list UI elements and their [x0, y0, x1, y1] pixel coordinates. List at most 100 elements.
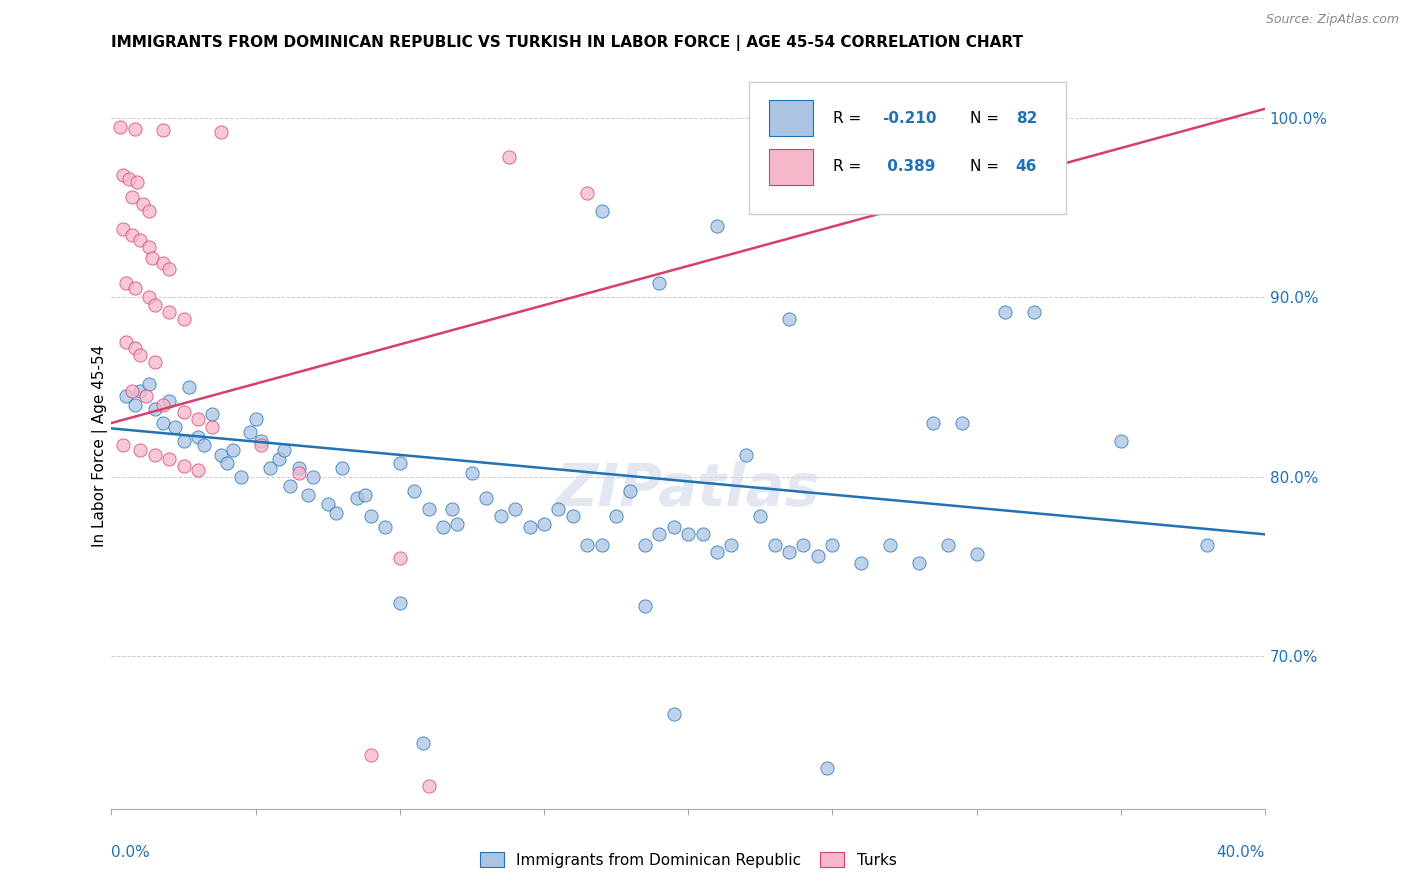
Point [994, 304, 1017, 318]
FancyBboxPatch shape [769, 149, 813, 186]
Point [173, 434, 195, 448]
Point [388, 595, 411, 609]
Point [922, 416, 945, 430]
Point [157, 394, 180, 409]
Point [138, 290, 160, 304]
Point [676, 527, 699, 541]
Point [138, 204, 160, 219]
Point [720, 538, 742, 552]
Point [221, 442, 243, 457]
Point [706, 545, 728, 559]
Point [346, 491, 368, 506]
Point [127, 176, 149, 190]
Point [108, 120, 131, 134]
Point [778, 311, 800, 326]
Point [792, 538, 814, 552]
Point [475, 491, 498, 506]
Text: 0.0%: 0.0% [111, 845, 150, 860]
Point [576, 186, 599, 201]
Point [173, 459, 195, 474]
Point [245, 412, 267, 426]
Point [591, 538, 613, 552]
Text: 82: 82 [1015, 111, 1038, 126]
Point [662, 706, 685, 721]
Point [152, 416, 174, 430]
Point [118, 172, 141, 186]
Point [273, 442, 295, 457]
Point [966, 547, 988, 561]
Point [278, 479, 301, 493]
Point [121, 384, 143, 398]
Text: R =: R = [834, 111, 866, 126]
Point [138, 240, 160, 254]
Point [634, 538, 657, 552]
Point [143, 297, 166, 311]
Point [404, 484, 426, 499]
Point [908, 556, 931, 570]
Point [193, 437, 215, 451]
Point [763, 538, 786, 552]
Point [815, 761, 838, 775]
Point [1109, 434, 1132, 448]
Point [519, 520, 541, 534]
Point [173, 311, 195, 326]
Point [706, 219, 728, 233]
Point [547, 502, 569, 516]
Point [749, 509, 772, 524]
Point [129, 442, 152, 457]
Point [994, 120, 1017, 134]
Text: N =: N = [970, 160, 1004, 175]
Point [201, 407, 224, 421]
Point [288, 461, 311, 475]
Point [124, 398, 146, 412]
Point [330, 461, 353, 475]
Point [129, 384, 152, 398]
Point [124, 281, 146, 295]
Point [129, 233, 152, 247]
Point [446, 516, 468, 531]
Point [209, 448, 232, 462]
Point [231, 470, 253, 484]
Point [115, 276, 138, 290]
Point [849, 556, 872, 570]
Point [1024, 304, 1046, 318]
Point [302, 470, 325, 484]
Text: R =: R = [834, 160, 866, 175]
Point [187, 463, 209, 477]
Point [157, 451, 180, 466]
Point [201, 419, 224, 434]
Point [121, 190, 143, 204]
Point [135, 389, 157, 403]
Point [267, 451, 290, 466]
Point [163, 419, 186, 434]
Point [418, 502, 440, 516]
Point [360, 509, 382, 524]
Point [778, 545, 800, 559]
Point [489, 509, 512, 524]
Point [115, 389, 138, 403]
Point [648, 527, 671, 541]
Text: 40.0%: 40.0% [1216, 845, 1265, 860]
Point [412, 735, 434, 749]
FancyBboxPatch shape [769, 100, 813, 136]
Point [1197, 538, 1219, 552]
Point [388, 456, 411, 470]
Y-axis label: In Labor Force | Age 45-54: In Labor Force | Age 45-54 [93, 344, 108, 547]
Point [143, 401, 166, 416]
Point [440, 502, 463, 516]
Text: IMMIGRANTS FROM DOMINICAN REPUBLIC VS TURKISH IN LABOR FORCE | AGE 45-54 CORRELA: IMMIGRANTS FROM DOMINICAN REPUBLIC VS TU… [111, 35, 1024, 51]
Point [734, 448, 756, 462]
Point [124, 121, 146, 136]
Point [360, 748, 382, 763]
Point [605, 509, 627, 524]
Point [187, 430, 209, 444]
Point [498, 150, 520, 164]
Point [634, 599, 657, 614]
Point [418, 779, 440, 793]
Point [936, 538, 959, 552]
Point [250, 437, 273, 451]
Text: -0.210: -0.210 [882, 111, 936, 126]
Point [157, 304, 180, 318]
Point [250, 434, 273, 448]
Point [152, 256, 174, 270]
